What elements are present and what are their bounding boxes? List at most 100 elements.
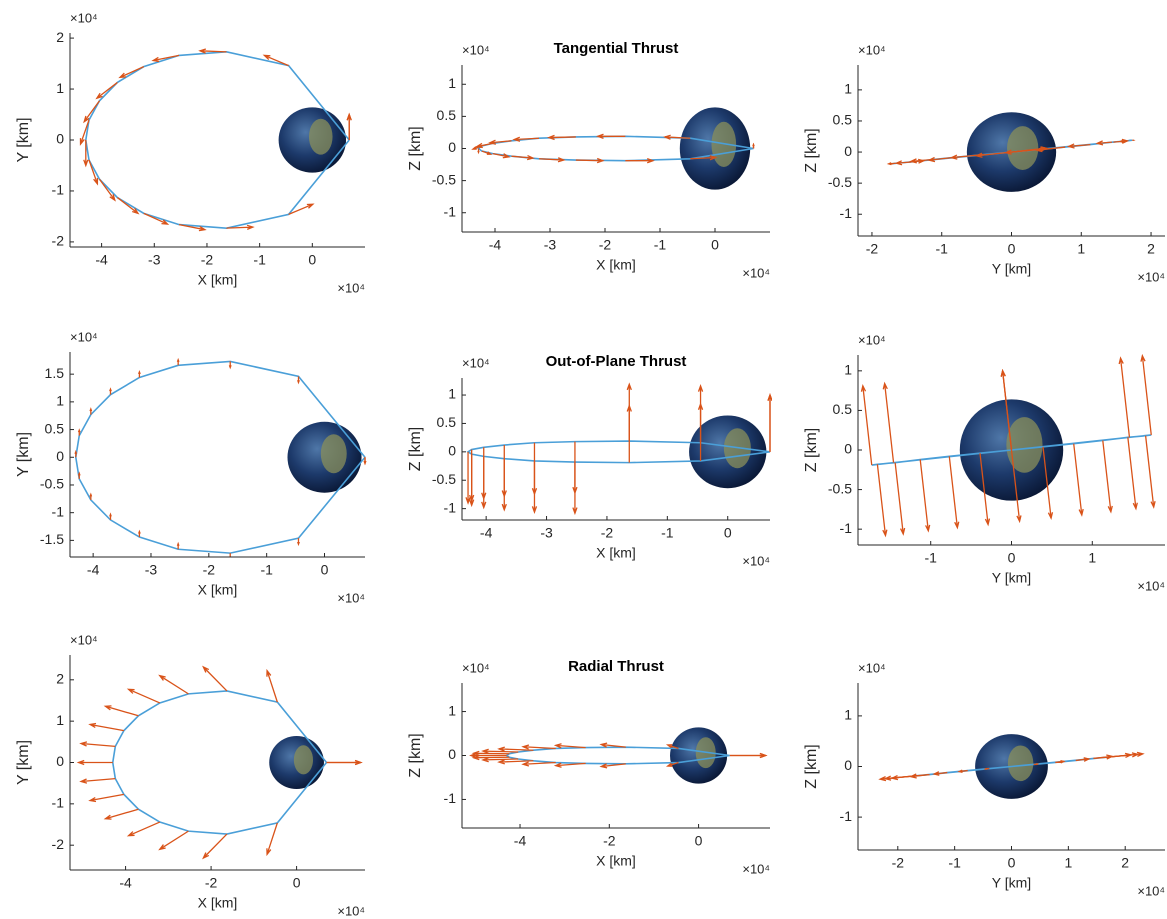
x-multiplier: ×10⁴ [337, 280, 365, 295]
y-tick-label: 1 [448, 702, 456, 718]
thrust-arrow [100, 179, 115, 200]
subplot: -4-20-101X [km]Z [km]×10⁴×10⁴Radial Thru… [407, 658, 770, 876]
thrust-arrow [298, 376, 300, 382]
subplot: -4-3-2-10-2-1012X [km]Y [km]×10⁴×10⁴ [15, 10, 365, 295]
x-tick-label: -1 [661, 525, 674, 541]
x-multiplier: ×10⁴ [1137, 883, 1165, 898]
thrust-arrow [139, 372, 141, 378]
y-tick-label: -1 [840, 205, 853, 221]
thrust-arrow [1128, 437, 1137, 508]
y-tick-label: 1 [56, 712, 64, 728]
x-tick-label: 1 [1064, 855, 1072, 871]
x-axis-label: Y [km] [992, 570, 1031, 586]
x-tick-label: 2 [1121, 855, 1129, 871]
x-tick-label: -2 [201, 252, 214, 268]
thrust-arrow [203, 667, 227, 691]
x-tick-label: -1 [260, 562, 273, 578]
thrust-arrow [229, 361, 231, 367]
thrust-arrow [512, 156, 533, 160]
thrust-arrow [267, 823, 277, 854]
plot-area [75, 360, 366, 559]
plot-area [889, 112, 1134, 192]
thrust-arrow [90, 723, 124, 730]
y-tick-label: 1 [844, 362, 852, 378]
subplot: -2-1012-101Y [km]Z [km]×10⁴×10⁴ [803, 660, 1165, 898]
y-tick-label: 0 [448, 746, 456, 762]
y-multiplier: ×10⁴ [70, 10, 98, 25]
thrust-arrow [177, 360, 179, 366]
thrust-arrow [1119, 358, 1129, 437]
y-tick-label: -2 [52, 233, 65, 249]
thrust-arrow [90, 409, 92, 415]
subplot: -4-3-2-10-1.5-1-0.500.511.5X [km]Y [km]×… [15, 329, 366, 605]
x-multiplier: ×10⁴ [337, 590, 365, 605]
x-tick-label: 1 [1088, 550, 1096, 566]
thrust-arrow [539, 158, 564, 162]
plot-area [473, 107, 754, 189]
x-tick-label: -1 [948, 855, 961, 871]
y-multiplier: ×10⁴ [858, 332, 886, 347]
y-multiplier: ×10⁴ [858, 660, 886, 675]
thrust-arrow [1141, 356, 1151, 435]
thrust-arrow [97, 82, 118, 98]
thrust-arrow [129, 822, 160, 836]
thrust-arrow [177, 544, 179, 550]
thrust-arrow [117, 198, 138, 214]
x-axis-label: X [km] [596, 853, 636, 869]
thrust-arrow [576, 159, 603, 163]
plot-title: Radial Thrust [568, 658, 664, 675]
y-tick-label: 2 [56, 29, 64, 45]
x-multiplier: ×10⁴ [742, 265, 770, 280]
y-tick-label: -0.5 [40, 476, 64, 492]
x-tick-label: 0 [1008, 855, 1016, 871]
y-multiplier: ×10⁴ [462, 42, 490, 57]
x-tick-label: 0 [695, 833, 703, 849]
thrust-arrow [478, 149, 479, 153]
y-tick-label: 1 [56, 80, 64, 96]
x-tick-label: -3 [540, 525, 553, 541]
x-tick-label: -2 [599, 237, 612, 253]
y-tick-label: 1 [448, 386, 456, 402]
y-multiplier: ×10⁴ [462, 355, 490, 370]
x-axis-label: Y [km] [992, 261, 1031, 277]
y-tick-label: 0 [844, 757, 852, 773]
x-tick-label: 0 [308, 252, 316, 268]
thrust-arrow [1074, 444, 1083, 515]
y-axis-label: Z [km] [407, 427, 424, 471]
thrust-arrow [327, 760, 361, 764]
thrust-arrow [90, 494, 92, 500]
x-multiplier: ×10⁴ [1137, 269, 1165, 284]
thrust-arrow [298, 538, 300, 544]
y-multiplier: ×10⁴ [70, 329, 98, 344]
y-tick-label: 0.5 [437, 414, 457, 430]
thrust-arrow [949, 456, 958, 527]
y-tick-label: -1.5 [40, 531, 64, 547]
thrust-arrow [482, 456, 486, 507]
thrust-arrow [598, 134, 626, 138]
y-tick-label: -1 [52, 503, 65, 519]
thrust-arrow [81, 742, 115, 746]
y-tick-label: -1 [840, 808, 853, 824]
x-multiplier: ×10⁴ [1137, 578, 1165, 593]
thrust-arrow [153, 55, 179, 61]
x-tick-label: -2 [203, 562, 216, 578]
thrust-arrow [877, 464, 886, 535]
subplot: -4-3-2-10-1-0.500.51X [km]Z [km]×10⁴×10⁴… [407, 40, 770, 280]
y-tick-label: 2 [56, 671, 64, 687]
x-axis-label: X [km] [596, 257, 636, 273]
x-tick-label: -4 [87, 562, 100, 578]
thrust-arrow [523, 745, 556, 749]
thrust-arrow [79, 760, 113, 764]
thrust-arrow [1103, 441, 1112, 512]
x-tick-label: -2 [892, 855, 905, 871]
thrust-arrow [1069, 144, 1091, 148]
thrust-arrow [84, 101, 99, 122]
y-axis-label: Z [km] [803, 428, 820, 472]
y-tick-label: 0 [56, 131, 64, 147]
y-axis-label: Z [km] [803, 128, 820, 172]
x-tick-label: -3 [544, 237, 557, 253]
y-axis-label: Z [km] [407, 126, 424, 170]
thrust-arrow [1034, 764, 1038, 765]
x-tick-label: 0 [711, 237, 719, 253]
thrust-arrow [549, 135, 576, 139]
